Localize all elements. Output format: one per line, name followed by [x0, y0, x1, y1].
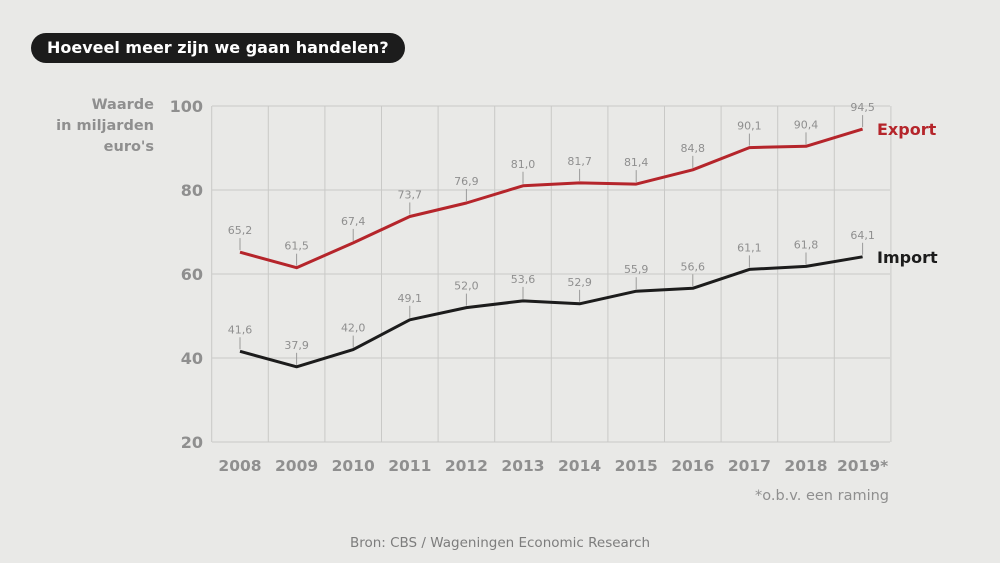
x-tick-label: 2014 — [558, 457, 601, 475]
x-axis-ticks: 2008 2009 2010 2011 2012 2013 2014 2015 2016 2017… — [218, 457, 888, 475]
x-tick-label: 2018 — [784, 457, 827, 475]
x-tick-label: 2010 — [332, 457, 375, 475]
data-label: 52,9 — [567, 276, 592, 289]
y-tick-label: 60 — [181, 265, 203, 284]
data-label: 81,4 — [624, 156, 649, 169]
data-label: 90,4 — [794, 118, 819, 131]
y-axis-label-line: euro's — [104, 139, 154, 155]
y-axis-label-line: Waarde — [92, 97, 155, 113]
x-tick-label: 2015 — [615, 457, 658, 475]
x-tick-label: 2017 — [728, 457, 771, 475]
chart-title: Hoeveel meer zijn we gaan handelen? — [31, 33, 405, 63]
x-tick-label: 2013 — [501, 457, 544, 475]
data-label: 84,8 — [681, 142, 706, 155]
series-line-import — [239, 255, 863, 369]
data-label: 61,1 — [737, 241, 762, 254]
y-axis-label: Waarde in miljarden euro's — [56, 97, 154, 155]
y-tick-label: 100 — [170, 97, 203, 116]
data-label: 64,1 — [850, 229, 875, 242]
data-label: 61,8 — [794, 238, 819, 251]
data-label: 94,5 — [850, 101, 875, 114]
data-label: 90,1 — [737, 120, 762, 133]
data-labels: 65,2 61,5 67,4 73,7 76,9 81,0 81,7 81,4 84,8 90,1… — [228, 101, 938, 365]
series-name-export: Export — [877, 120, 937, 139]
estimate-footnote: *o.b.v. een raming — [755, 488, 889, 504]
data-label: 49,1 — [398, 292, 423, 305]
data-label: 52,0 — [454, 280, 479, 293]
data-label: 53,6 — [511, 273, 536, 286]
x-tick-label: 2016 — [671, 457, 714, 475]
y-tick-label: 40 — [181, 349, 203, 368]
source-credit: Bron: CBS / Wageningen Economic Research — [350, 535, 650, 551]
data-label: 55,9 — [624, 263, 649, 276]
data-label: 41,6 — [228, 323, 253, 336]
data-label: 81,7 — [567, 155, 592, 168]
grid — [211, 105, 892, 443]
y-axis-ticks: 20 40 60 80 100 — [170, 97, 203, 452]
x-tick-label: 2011 — [388, 457, 431, 475]
x-tick-label: 2008 — [218, 457, 261, 475]
data-label: 61,5 — [284, 240, 309, 253]
data-label: 81,0 — [511, 158, 536, 171]
data-label: 67,4 — [341, 215, 366, 228]
data-label: 73,7 — [398, 188, 423, 201]
y-tick-label: 20 — [181, 433, 203, 452]
data-label: 37,9 — [284, 339, 309, 352]
x-tick-label: 2012 — [445, 457, 488, 475]
data-label: 65,2 — [228, 224, 253, 237]
data-label: 42,0 — [341, 322, 366, 335]
y-tick-label: 80 — [181, 181, 203, 200]
series-name-import: Import — [877, 248, 938, 267]
data-label: 76,9 — [454, 175, 479, 188]
series-line-export — [239, 127, 864, 270]
y-axis-label-line: in miljarden — [56, 118, 154, 134]
data-label: 56,6 — [681, 260, 706, 273]
x-tick-label: 2009 — [275, 457, 318, 475]
x-tick-label: 2019* — [837, 457, 888, 475]
series — [239, 127, 864, 369]
